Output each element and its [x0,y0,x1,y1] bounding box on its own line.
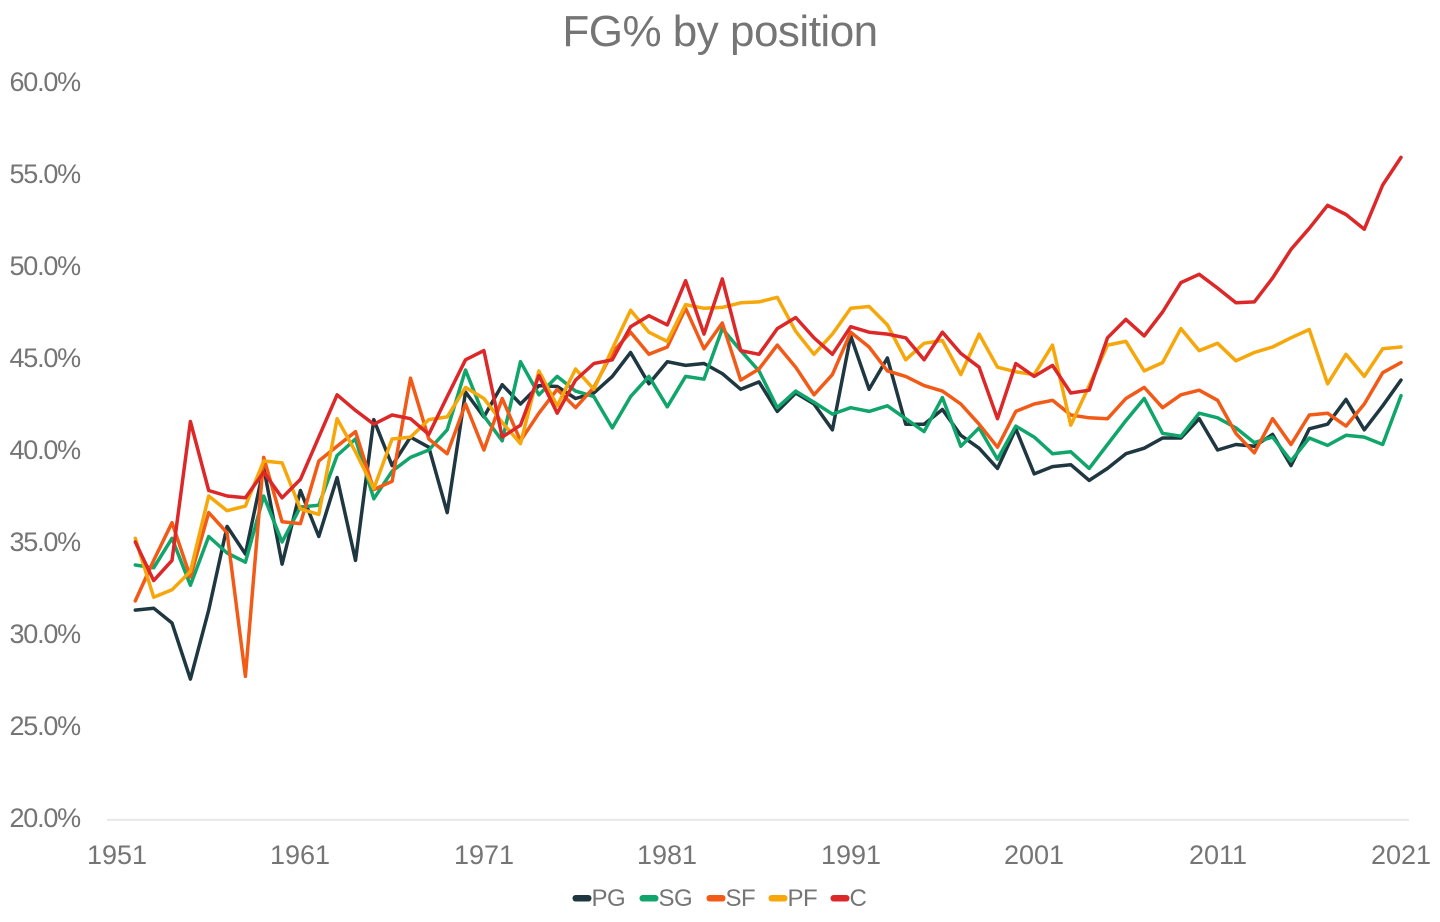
svg-text:PG: PG [592,885,626,912]
svg-text:1991: 1991 [821,840,881,870]
svg-text:50.0%: 50.0% [9,251,81,281]
svg-text:25.0%: 25.0% [9,711,81,741]
svg-text:1961: 1961 [270,840,330,870]
svg-text:1971: 1971 [454,840,514,870]
svg-text:1981: 1981 [637,840,697,870]
svg-text:40.0%: 40.0% [9,435,81,465]
svg-text:1951: 1951 [87,840,147,870]
svg-text:PF: PF [788,885,818,912]
svg-text:2001: 2001 [1004,840,1064,870]
svg-text:C: C [850,885,867,912]
svg-text:20.0%: 20.0% [9,803,81,833]
svg-text:FG% by position: FG% by position [562,7,877,56]
svg-text:60.0%: 60.0% [9,67,81,97]
svg-text:2011: 2011 [1189,840,1247,870]
svg-text:SF: SF [726,885,756,912]
svg-text:SG: SG [659,885,693,912]
svg-text:45.0%: 45.0% [9,343,81,373]
svg-text:35.0%: 35.0% [9,527,81,557]
svg-text:2021: 2021 [1371,840,1431,870]
svg-text:55.0%: 55.0% [9,159,81,189]
svg-text:30.0%: 30.0% [9,619,81,649]
